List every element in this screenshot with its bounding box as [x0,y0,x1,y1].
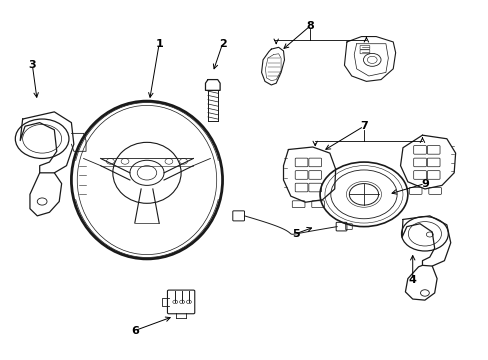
Text: 2: 2 [218,39,226,49]
Text: 4: 4 [408,275,416,285]
Text: 9: 9 [420,179,428,189]
Text: 1: 1 [155,39,163,49]
Text: 3: 3 [28,60,36,70]
Text: 7: 7 [359,121,367,131]
Text: 5: 5 [291,229,299,239]
Text: 8: 8 [306,21,314,31]
Text: 6: 6 [131,325,139,336]
